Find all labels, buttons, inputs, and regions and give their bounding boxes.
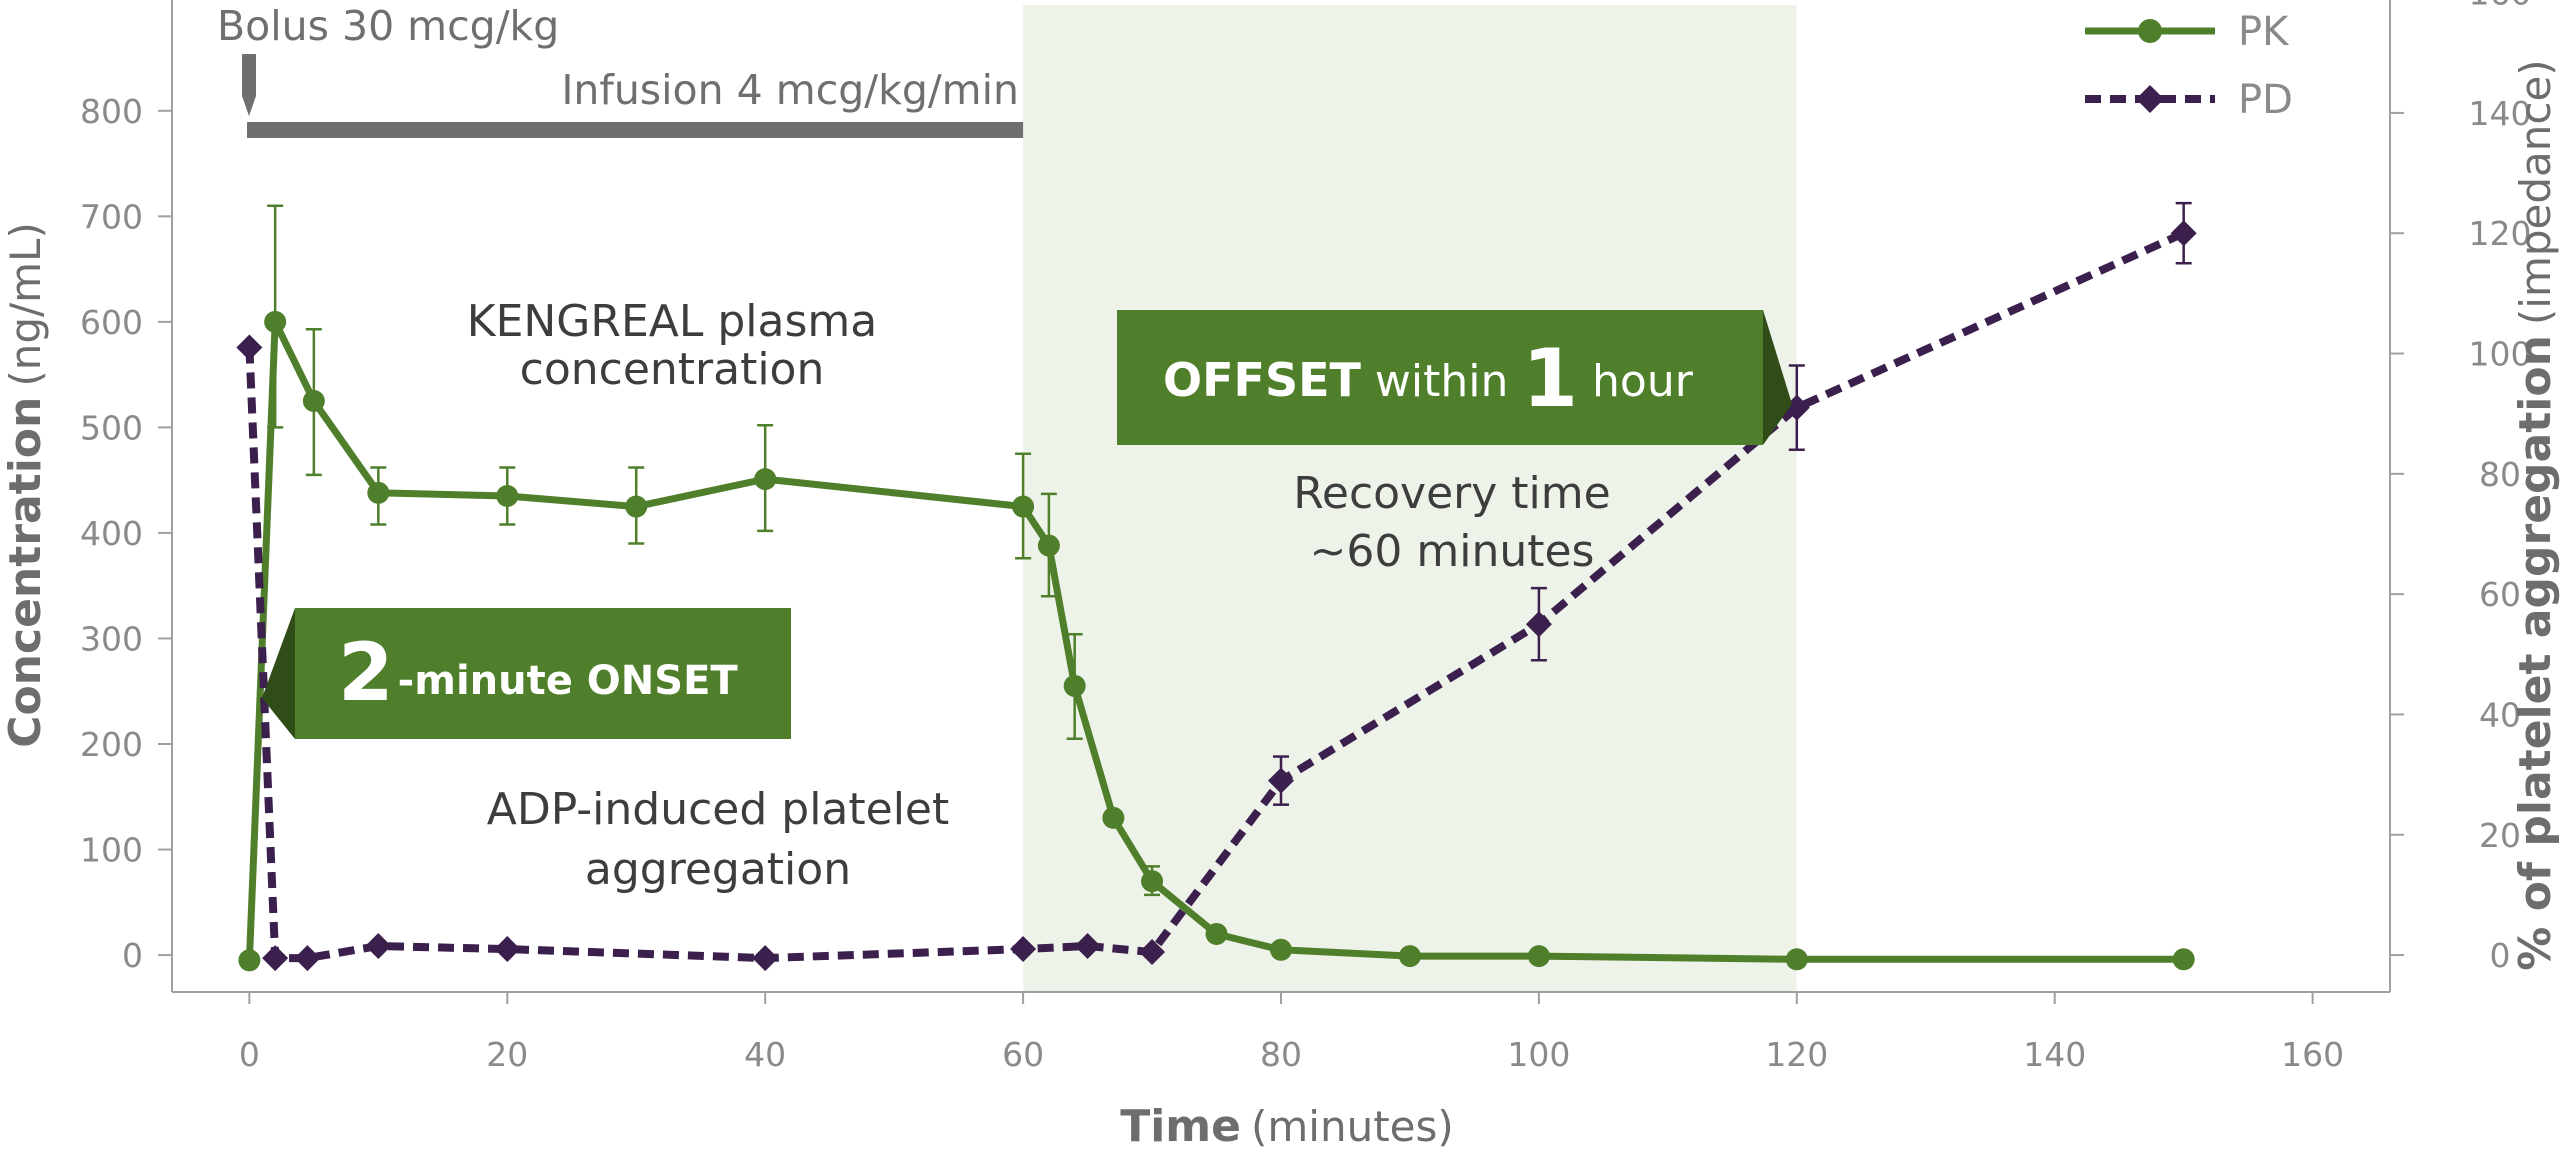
onset-banner-shadow [262, 608, 295, 739]
y-left-axis-title: Concentration (ng/mL) [0, 222, 51, 748]
infusion-bar [247, 122, 1024, 138]
adp-label-line2: aggregation [585, 844, 851, 895]
kengreal-label-line1: KENGREAL plasma [467, 296, 878, 347]
pk-point [496, 485, 519, 507]
legend-marker-pd [2136, 85, 2164, 113]
pd-point [1525, 611, 1552, 638]
onset-banner [295, 608, 791, 739]
pd-point [1074, 933, 1101, 960]
recovery-label-line1: Recovery time [1293, 468, 1610, 519]
y-right-tick-label: 80 [2479, 455, 2521, 494]
onset-banner-text: 2 -minute ONSET [338, 626, 738, 719]
recovery-label-line2: ~60 minutes [1310, 526, 1595, 577]
pk-point [264, 310, 287, 333]
x-axis-title-bold: Time [1120, 1101, 1241, 1152]
pk-point [367, 481, 390, 504]
x-tick-label: 20 [486, 1035, 528, 1074]
pk-point [1037, 534, 1060, 557]
pk-point [1102, 806, 1125, 829]
x-tick-label: 160 [2281, 1035, 2344, 1074]
x-tick-label: 140 [2023, 1035, 2086, 1074]
y-left-axis-title-rest: (ng/mL) [1, 222, 50, 387]
y-left-tick-label: 0 [122, 936, 143, 975]
y-right-tick-label: 0 [2490, 936, 2511, 975]
legend-label-pk: PK [2238, 9, 2290, 55]
y-right-axis-title: % of platelet aggregation (impedance) [2510, 59, 2560, 970]
pd-point [1010, 936, 1037, 963]
y-right-axis-title-bold: % of platelet aggregation [2510, 335, 2560, 971]
bolus-arrow-icon [242, 54, 256, 116]
y-right-tick-label: 100 [2469, 335, 2532, 374]
pk-point [754, 468, 777, 491]
pd-point [494, 936, 521, 963]
y-left-tick-label: 800 [80, 92, 143, 131]
offset-word: OFFSET [1163, 353, 1362, 407]
legend-marker-pk [2138, 19, 2162, 43]
y-left-tick-label: 200 [80, 725, 143, 764]
y-left-tick-label: 500 [80, 408, 143, 447]
pk-line [245, 318, 2184, 963]
legend-label-pd: PD [2238, 77, 2293, 123]
pk-point [1398, 945, 1421, 968]
offset-banner-shadow [1763, 310, 1792, 445]
x-tick-label: 60 [1002, 1035, 1044, 1074]
kengreal-label-line2: concentration [520, 344, 825, 395]
offset-within: within [1375, 356, 1508, 407]
y-right-tick-label: 20 [2479, 816, 2521, 855]
pd-point [365, 933, 392, 960]
pk-point [2172, 948, 2195, 971]
y-left-tick-label: 400 [80, 514, 143, 553]
bolus-label: Bolus 30 mcg/kg [217, 2, 559, 50]
pk-point [302, 390, 325, 413]
y-left-axis-title-bold: Concentration [0, 397, 51, 748]
pd-point [262, 945, 289, 972]
pk-point [625, 495, 648, 518]
y-left-tick-label: 300 [80, 619, 143, 658]
offset-banner-text: OFFSET within 1 hour [1163, 332, 1694, 425]
adp-label-line1: ADP-induced platelet [487, 784, 950, 835]
y-left-tick-label: 600 [80, 303, 143, 342]
pk-point [1205, 922, 1228, 945]
pk-series [238, 204, 2195, 972]
y-right-axis-title-rest: (impedance) [2511, 59, 2560, 325]
y-left-tick-label: 100 [80, 831, 143, 870]
pk-point [1141, 870, 1164, 893]
onset-big-number: 2 [338, 626, 394, 719]
pd-point [1268, 767, 1294, 794]
x-axis-title-rest: (minutes) [1251, 1102, 1454, 1151]
y-right-tick-label: 40 [2479, 695, 2521, 734]
pd-point [236, 334, 263, 361]
legend-item-pk: PK [2085, 9, 2290, 55]
x-tick-label: 120 [1765, 1035, 1828, 1074]
y-left-tick-label: 700 [80, 197, 143, 236]
offset-hour: hour [1592, 356, 1694, 407]
pd-point [1139, 939, 1166, 966]
x-tick-label: 100 [1507, 1035, 1570, 1074]
y-right-tick-label: 120 [2469, 214, 2532, 253]
pd-point [752, 945, 779, 972]
y-right-tick-label: 140 [2469, 94, 2532, 133]
y-right-tick-label: 60 [2479, 575, 2521, 614]
y-right-tick-label: 160 [2469, 0, 2532, 13]
pk-point [238, 949, 261, 972]
x-axis-title: Time (minutes) [1120, 1101, 1454, 1152]
offset-big-number: 1 [1522, 332, 1578, 425]
x-tick-label: 40 [744, 1035, 786, 1074]
infusion-label: Infusion 4 mcg/kg/min [561, 66, 1019, 114]
pd-point [2170, 220, 2197, 247]
pd-series [236, 201, 2197, 972]
pk-point [1012, 495, 1035, 518]
x-tick-label: 0 [239, 1035, 260, 1074]
legend-item-pd: PD [2085, 77, 2293, 123]
pk-point [1785, 948, 1808, 971]
x-tick-label: 80 [1260, 1035, 1302, 1074]
pk-point [1063, 674, 1086, 697]
pd-point [294, 945, 321, 972]
pk-point [1270, 938, 1292, 961]
onset-text: -minute ONSET [398, 658, 739, 704]
offset-banner [1117, 310, 1763, 445]
recovery-shaded-region [1023, 5, 1797, 992]
pk-point [1527, 945, 1550, 968]
